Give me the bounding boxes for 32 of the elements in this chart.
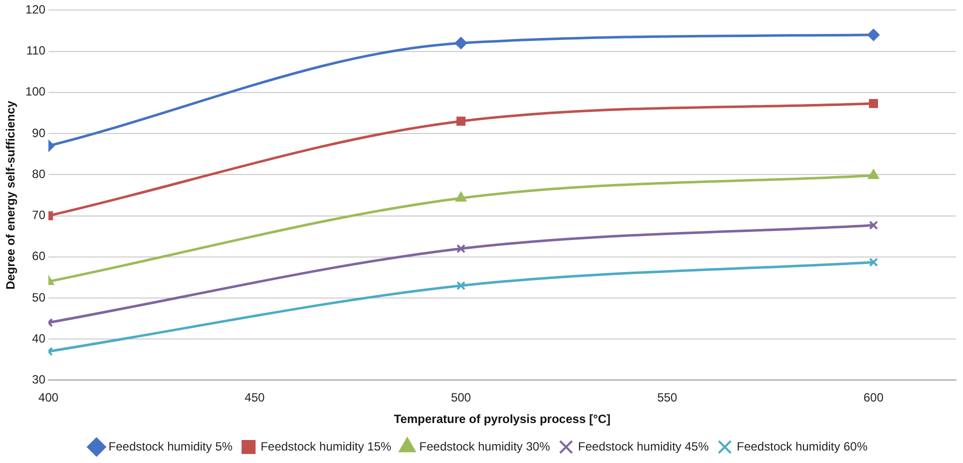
point: [868, 98, 878, 108]
y-tick-label: 80: [32, 166, 46, 181]
legend-label: Feedstock humidity 5%: [108, 439, 233, 454]
y-tick-label: 30: [32, 372, 46, 387]
y-tick-label: 110: [26, 44, 46, 58]
legend-label: Feedstock humidity 60%: [736, 439, 868, 454]
y-tick-label: 60: [32, 249, 46, 264]
y-tick-label: 70: [32, 208, 46, 222]
x-tick-label: 550: [657, 390, 678, 405]
point: [456, 281, 466, 290]
point: [454, 37, 467, 50]
point: [868, 169, 879, 179]
point: [868, 258, 878, 267]
point: [456, 192, 466, 202]
x-axis-title: Temperature of pyrolysis process [°C]: [394, 412, 611, 426]
y-tick-label: 40: [32, 331, 46, 346]
legend-label: Feedstock humidity 30%: [419, 439, 550, 454]
x-tick-label: 500: [450, 390, 472, 405]
point: [456, 244, 466, 254]
x-tick-label: 600: [863, 390, 884, 405]
x-tick-label: 400: [38, 390, 59, 405]
legend-label: Feedstock humidity 15%: [260, 439, 392, 454]
y-tick-label: 120: [25, 2, 46, 17]
y-tick-label: 50: [32, 290, 46, 304]
point: [868, 220, 878, 230]
point: [867, 28, 880, 41]
legend-label: Feedstock humidity 45%: [578, 439, 710, 454]
y-tick-label: 90: [32, 126, 46, 140]
point: [456, 116, 466, 126]
x-tick-label: 450: [244, 390, 266, 405]
y-axis-title: Degree of energy self-sufficiency: [4, 100, 18, 290]
y-tick-label: 100: [25, 84, 46, 99]
